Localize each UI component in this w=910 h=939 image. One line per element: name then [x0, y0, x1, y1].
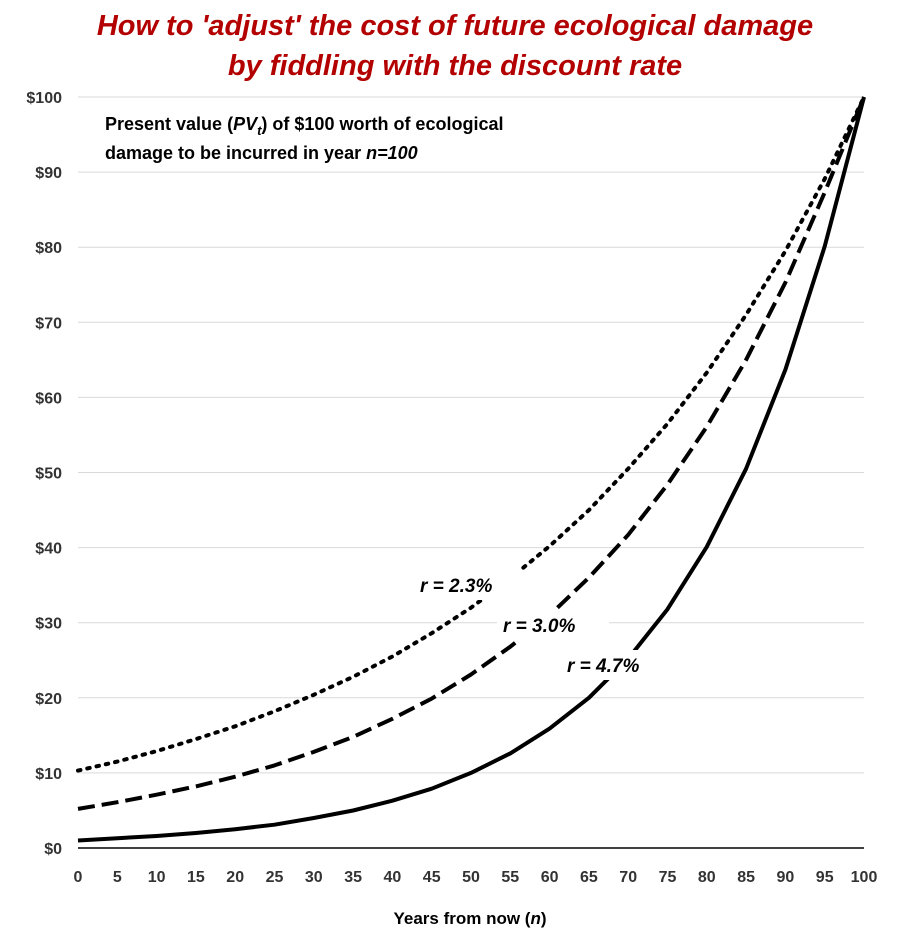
x-tick-label: 95 — [816, 869, 834, 886]
x-tick-label: 85 — [737, 869, 755, 886]
gridlines — [78, 96, 864, 774]
series-label-2: r = 3.0% — [503, 616, 575, 637]
x-tick-label: 55 — [501, 869, 519, 886]
y-tick-label: $30 — [35, 616, 62, 633]
x-tick-label: 65 — [580, 869, 598, 886]
series-label-background — [497, 610, 609, 640]
series-lines — [76, 95, 866, 843]
x-tick-label: 45 — [423, 869, 441, 886]
x-tick-label: 25 — [266, 869, 284, 886]
series-line-2 — [77, 96, 866, 811]
y-tick-label: $100 — [26, 90, 62, 107]
chart-title-line-1: How to 'adjust' the cost of future ecolo… — [96, 10, 814, 42]
series-line-1 — [76, 95, 866, 773]
x-tick-label: 50 — [462, 869, 480, 886]
x-tick-label: 70 — [619, 869, 637, 886]
x-tick-label: 35 — [344, 869, 362, 886]
x-tick-label: 5 — [113, 869, 122, 886]
y-tick-label: $70 — [35, 315, 62, 332]
annotation-line-2: damage to be incurred in year n=100 — [105, 143, 418, 163]
y-tick-label: $0 — [44, 841, 62, 858]
x-tick-label: 90 — [777, 869, 795, 886]
x-tick-label: 10 — [148, 869, 166, 886]
x-axis-title: Years from now (n) — [393, 909, 546, 928]
x-tick-label: 40 — [384, 869, 402, 886]
x-tick-label: 30 — [305, 869, 323, 886]
x-tick-label: 60 — [541, 869, 559, 886]
chart-title-line-2: by fiddling with the discount rate — [227, 50, 683, 82]
y-tick-label: $40 — [35, 541, 62, 558]
annotation-line-1: Present value (PVt) of $100 worth of eco… — [105, 114, 503, 138]
series-label-background — [414, 570, 526, 600]
y-tick-label: $80 — [35, 240, 62, 257]
x-tick-label: 75 — [659, 869, 677, 886]
x-tick-label: 100 — [851, 869, 878, 886]
x-tick-label: 15 — [187, 869, 205, 886]
y-axis-ticks: $0 $10 $20 $30 $40 $50 $60 $70 $80 $90 $100 — [26, 90, 62, 858]
series-label-1: r = 2.3% — [420, 576, 492, 597]
y-tick-label: $90 — [35, 165, 62, 182]
x-axis-ticks: 0 5 10 15 20 25 30 35 40 45 50 55 60 65 70 75 80 85 90 95 10… — [74, 869, 878, 886]
y-tick-label: $10 — [35, 766, 62, 783]
series-label-3: r = 4.7% — [567, 656, 639, 677]
y-tick-label: $60 — [35, 390, 62, 407]
series-labels: r = 2.3% r = 3.0% r = 4.7% — [414, 570, 673, 680]
x-tick-label: 80 — [698, 869, 716, 886]
x-tick-label: 0 — [74, 869, 83, 886]
chart-title: How to 'adjust' the cost of future ecolo… — [0, 6, 910, 86]
x-tick-label: 20 — [226, 869, 244, 886]
y-tick-label: $50 — [35, 466, 62, 483]
series-line-3 — [77, 96, 866, 843]
series-label-background — [561, 650, 673, 680]
y-tick-label: $20 — [35, 691, 62, 708]
